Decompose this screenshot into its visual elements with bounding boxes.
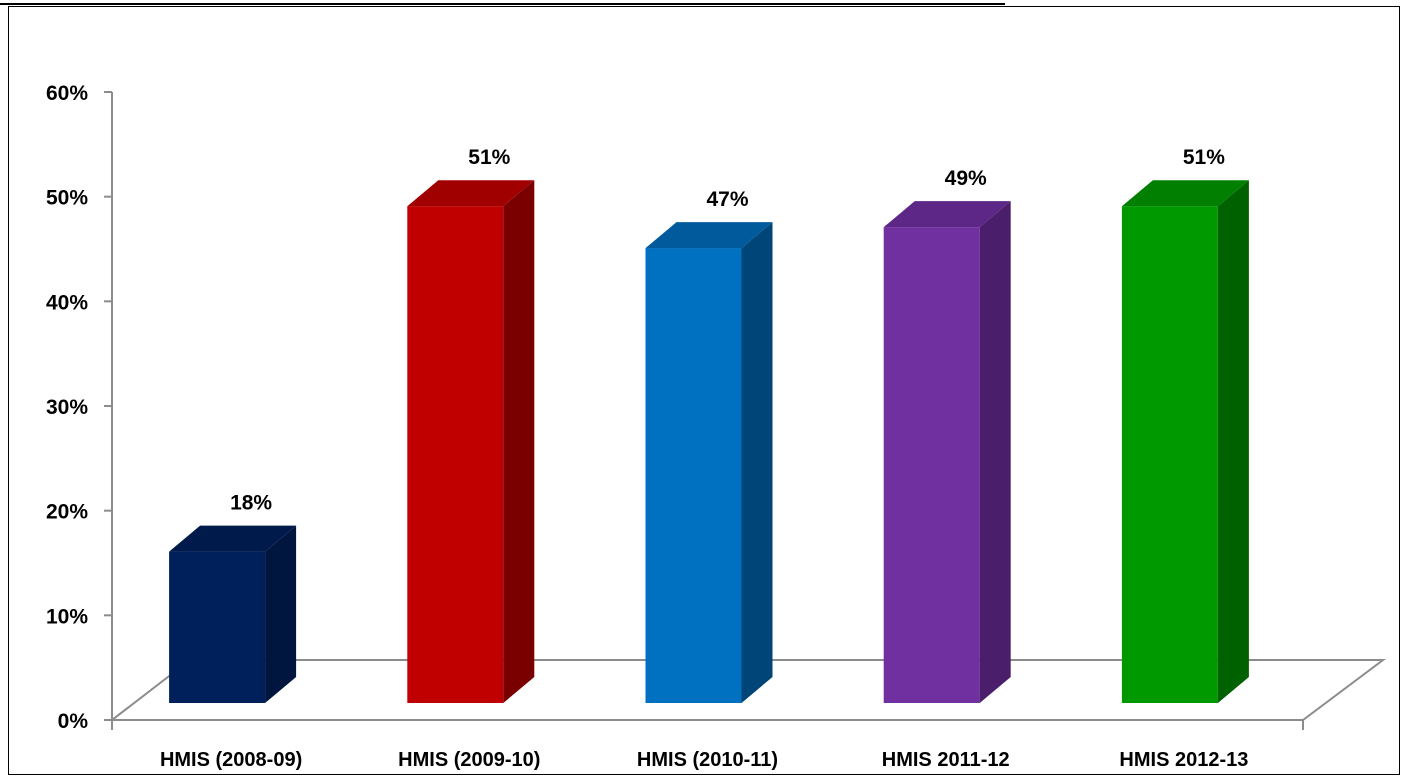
chart-axes xyxy=(104,91,1386,730)
bar-front xyxy=(407,206,504,703)
category-label: HMIS (2008-09) xyxy=(160,749,302,771)
bars xyxy=(169,180,1249,704)
bar-side xyxy=(265,525,297,703)
data-labels: 18% 51% 47% 49% 51% xyxy=(230,146,1225,514)
bar xyxy=(883,201,1011,703)
bar xyxy=(407,180,535,703)
y-tick-label: 30% xyxy=(46,396,88,419)
bar-side xyxy=(503,180,535,703)
bar-front xyxy=(645,248,742,704)
bar-top xyxy=(169,525,297,552)
bar-top xyxy=(645,222,773,249)
bar xyxy=(1121,180,1249,703)
bar xyxy=(169,525,297,703)
category-label: HMIS (2010-11) xyxy=(637,749,778,771)
bar-front xyxy=(1121,206,1218,703)
bar-side xyxy=(979,201,1011,703)
bar-top xyxy=(1121,180,1249,207)
y-tick-label: 20% xyxy=(46,501,88,524)
y-tick-label: 40% xyxy=(46,291,88,314)
y-tick-labels: 0% 10% 20% 30% 40% 50% 60% xyxy=(46,82,88,733)
data-label: 47% xyxy=(706,188,748,211)
data-label: 51% xyxy=(468,146,510,169)
data-label: 18% xyxy=(230,492,272,515)
y-tick-label: 60% xyxy=(46,82,88,105)
y-tick-label: 0% xyxy=(58,710,89,733)
category-label: HMIS (2009-10) xyxy=(398,749,540,771)
bar-top xyxy=(883,201,1011,228)
data-label: 49% xyxy=(945,167,987,190)
category-label: HMIS 2011-12 xyxy=(882,749,1010,771)
bar-side xyxy=(1217,180,1249,703)
y-tick-label: 10% xyxy=(46,605,88,628)
bar-front xyxy=(883,227,980,703)
bar-side xyxy=(741,222,773,704)
category-label: HMIS 2012-13 xyxy=(1119,749,1248,771)
y-tick-label: 50% xyxy=(46,187,88,210)
chart-floor xyxy=(109,659,1386,721)
data-label: 51% xyxy=(1183,146,1225,169)
bar-front xyxy=(169,551,266,703)
top-rule xyxy=(0,0,1402,5)
category-labels: HMIS (2008-09) HMIS (2009-10) HMIS (2010-1… xyxy=(160,749,1248,771)
bar xyxy=(645,222,773,704)
bar-top xyxy=(407,180,535,207)
